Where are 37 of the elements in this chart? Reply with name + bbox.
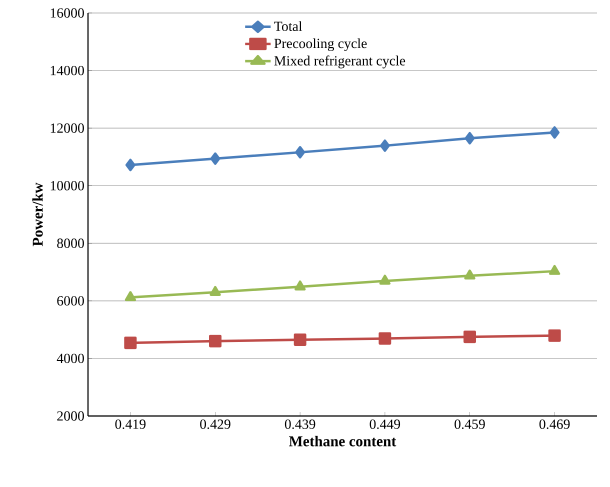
point — [548, 329, 561, 342]
point — [209, 334, 222, 348]
x-tick-label: 0.419 — [115, 420, 146, 429]
y-tick-label: 4000 — [56, 354, 84, 364]
point — [124, 336, 137, 350]
point — [295, 146, 306, 159]
y-tick-label: 8000 — [57, 238, 84, 248]
y-axis-title: Power/kw — [32, 182, 43, 246]
y-tick-label: 12000 — [50, 123, 84, 133]
point — [550, 126, 560, 139]
x-tick-label: 0.429 — [200, 420, 230, 429]
point — [124, 291, 136, 302]
point — [378, 332, 392, 345]
legend-label: Mixed refrigerant cycle — [274, 56, 406, 68]
x-tick-label: 0.439 — [284, 420, 316, 429]
point — [549, 264, 560, 275]
legend-label: Precooling cycle — [274, 38, 367, 52]
point — [294, 333, 306, 346]
point — [294, 280, 306, 290]
point — [210, 286, 221, 296]
point — [464, 132, 475, 144]
point — [464, 270, 476, 280]
y-tick-label: 6000 — [57, 296, 84, 306]
y-tick-label: 16000 — [50, 8, 84, 18]
point — [210, 152, 220, 165]
point — [464, 330, 476, 344]
y-tick-label: 2000 — [57, 411, 84, 421]
point — [125, 158, 136, 172]
x-tick-label: 0.449 — [370, 420, 400, 429]
y-tick-label: 14000 — [50, 66, 84, 76]
y-tick-label: 10000 — [50, 180, 84, 190]
legend-label: Total — [274, 21, 302, 32]
point — [379, 274, 390, 285]
x-axis-title: Methane content — [289, 436, 396, 446]
x-tick-label: 0.459 — [454, 420, 485, 429]
point — [380, 139, 390, 152]
x-tick-label: 0.469 — [539, 420, 570, 429]
